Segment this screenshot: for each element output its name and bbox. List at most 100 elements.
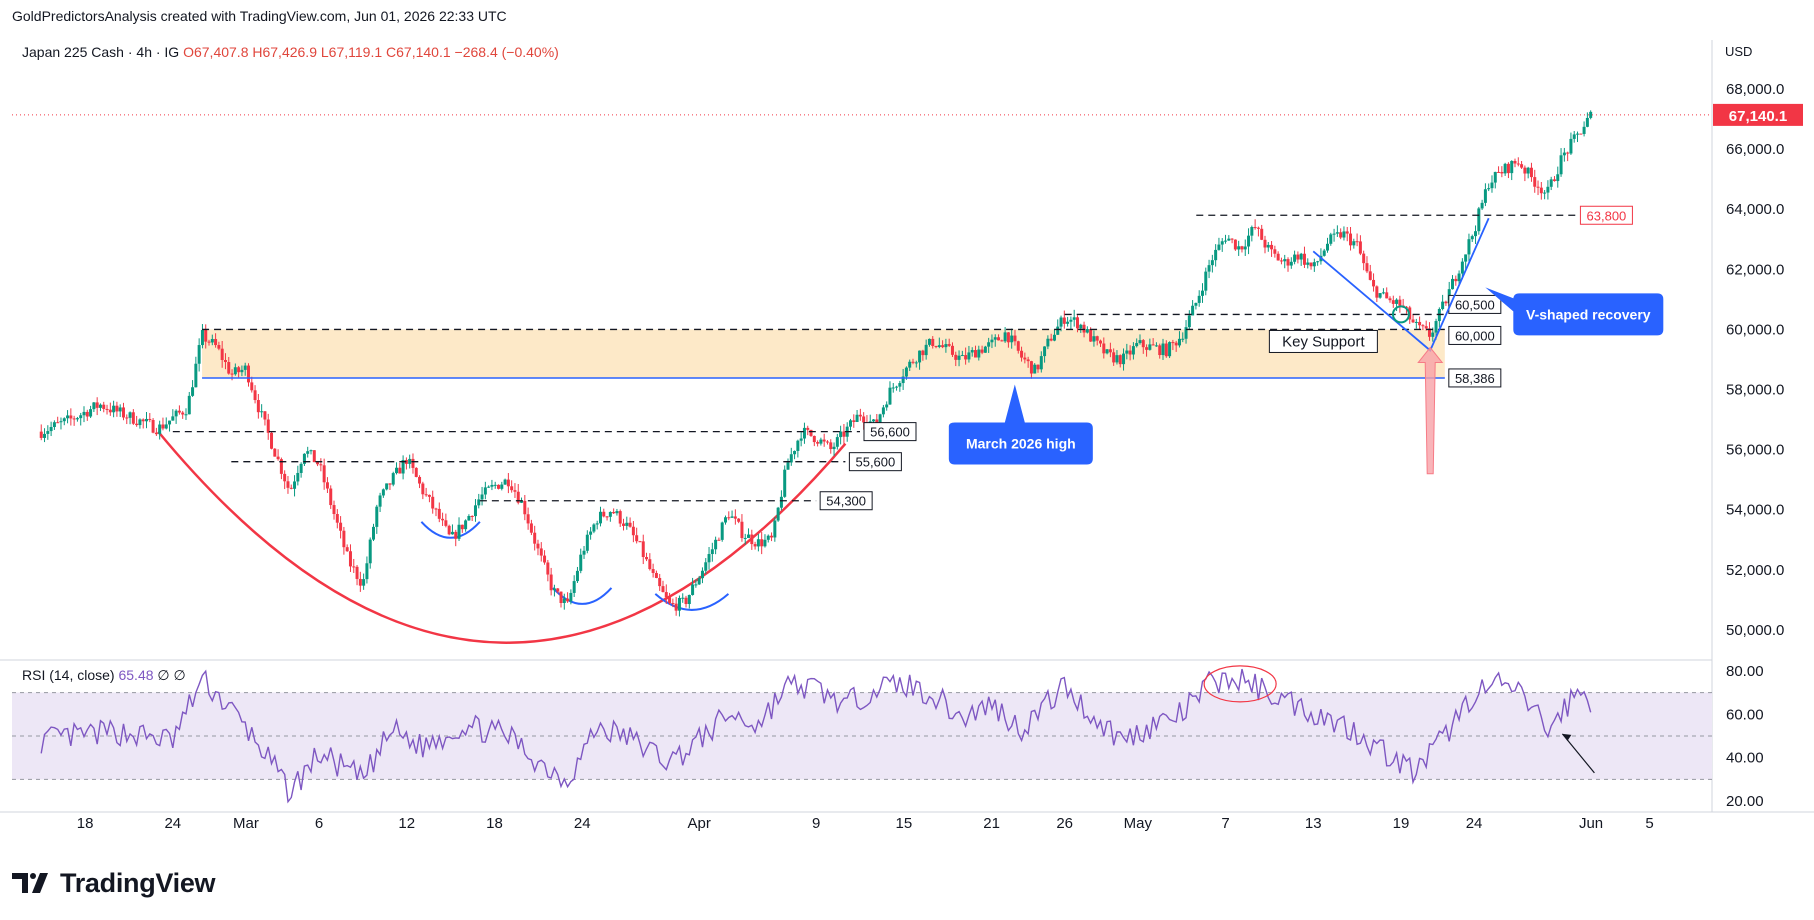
candle-12 xyxy=(79,412,83,426)
candle-body xyxy=(444,520,448,526)
price-tick-label: 62,000.0 xyxy=(1726,261,1784,278)
candle-11 xyxy=(75,416,79,422)
candle-59 xyxy=(233,363,237,376)
candle-291 xyxy=(997,334,1001,341)
candle-137 xyxy=(490,479,494,491)
candle-177 xyxy=(622,518,626,531)
candle-body xyxy=(707,554,711,563)
time-tick-label: 26 xyxy=(1056,815,1073,832)
candle-118 xyxy=(427,494,431,503)
candle-body xyxy=(204,330,208,342)
callout-march-high-text: March 2026 high xyxy=(966,436,1076,452)
candle-395 xyxy=(1339,228,1343,240)
candle-200 xyxy=(697,575,701,585)
candle-body xyxy=(1398,299,1402,306)
candle-396 xyxy=(1342,226,1346,241)
candle-71 xyxy=(273,448,277,457)
candle-body xyxy=(1316,261,1320,263)
candle-body xyxy=(585,534,589,551)
candle-460 xyxy=(1552,176,1556,182)
candle-222 xyxy=(770,532,774,542)
candle-433 xyxy=(1464,254,1468,270)
candle-body xyxy=(125,417,129,419)
candle-body xyxy=(1500,171,1504,174)
candle-body xyxy=(66,415,70,419)
candle-88 xyxy=(329,485,333,509)
change-value: −268.4 (−0.40%) xyxy=(454,44,559,60)
candle-26 xyxy=(125,414,129,425)
price-tick-label: 56,000.0 xyxy=(1726,442,1784,459)
candle-191 xyxy=(668,592,672,605)
candle-body xyxy=(855,414,859,422)
candle-174 xyxy=(612,508,616,514)
support-arrow xyxy=(1417,346,1444,475)
candle-448 xyxy=(1513,158,1517,168)
candle-90 xyxy=(335,509,339,529)
candle-264 xyxy=(908,359,912,372)
rsi-label[interactable]: RSI (14, close) xyxy=(22,667,115,683)
candle-body xyxy=(1362,253,1366,264)
candle-218 xyxy=(756,533,760,552)
candle-body xyxy=(950,345,954,355)
candle-body xyxy=(1164,343,1168,357)
candle-body xyxy=(148,418,152,421)
symbol-label[interactable]: Japan 225 Cash · 4h · IG xyxy=(22,44,180,60)
candle-34 xyxy=(151,418,155,434)
candle-194 xyxy=(677,595,681,617)
candle-168 xyxy=(592,523,596,534)
candle-322 xyxy=(1099,339,1103,348)
candle-body xyxy=(256,400,260,413)
candle-body xyxy=(964,355,968,360)
candle-205 xyxy=(714,536,718,555)
candle-4 xyxy=(52,420,56,430)
candle-body xyxy=(658,577,662,587)
candle-body xyxy=(154,432,158,435)
candle-192 xyxy=(671,598,675,608)
candle-body xyxy=(299,463,303,473)
currency-label[interactable]: USD xyxy=(1725,44,1753,59)
candle-306 xyxy=(1046,335,1050,350)
candle-405 xyxy=(1372,273,1376,292)
candle-298 xyxy=(1020,346,1024,362)
candle-body xyxy=(1388,298,1392,301)
candle-269 xyxy=(924,339,928,360)
chart-canvas[interactable]: 63,800 60,500 60,000 58,386 56,600 55,600 54,3… xyxy=(0,0,1814,860)
candle-body xyxy=(233,367,237,375)
candle-304 xyxy=(1039,351,1043,373)
candle-body xyxy=(516,491,520,503)
candle-body xyxy=(325,482,329,489)
candle-224 xyxy=(776,506,780,522)
candle-body xyxy=(454,531,458,539)
candle-body xyxy=(533,532,537,544)
candle-body xyxy=(335,514,339,523)
candle-399 xyxy=(1352,238,1356,249)
candle-183 xyxy=(641,534,645,565)
candle-body xyxy=(895,386,899,388)
candle-body xyxy=(1539,187,1543,194)
candle-394 xyxy=(1335,225,1339,237)
candle-body xyxy=(546,562,550,575)
candle-94 xyxy=(348,544,352,572)
candle-103 xyxy=(378,492,382,513)
candle-body xyxy=(1349,233,1353,246)
candle-body xyxy=(1523,167,1527,174)
candle-body xyxy=(391,473,395,485)
time-tick-label: 19 xyxy=(1393,815,1410,832)
candle-195 xyxy=(681,593,685,603)
candle-body xyxy=(1099,340,1103,344)
time-tick-label: 15 xyxy=(896,815,913,832)
candle-body xyxy=(164,424,168,429)
candle-355 xyxy=(1207,259,1211,279)
candle-body xyxy=(487,486,491,488)
candle-311 xyxy=(1062,310,1066,329)
candle-329 xyxy=(1122,348,1126,371)
candle-149 xyxy=(529,519,533,536)
brand-logo[interactable]: TradingView xyxy=(12,866,216,900)
level-label-box xyxy=(848,452,902,472)
candle-body xyxy=(1391,300,1395,304)
candle-231 xyxy=(799,431,803,447)
candle-232 xyxy=(802,422,806,444)
candle-body xyxy=(1145,347,1149,350)
candle-290 xyxy=(993,334,997,347)
candle-body xyxy=(191,387,195,396)
